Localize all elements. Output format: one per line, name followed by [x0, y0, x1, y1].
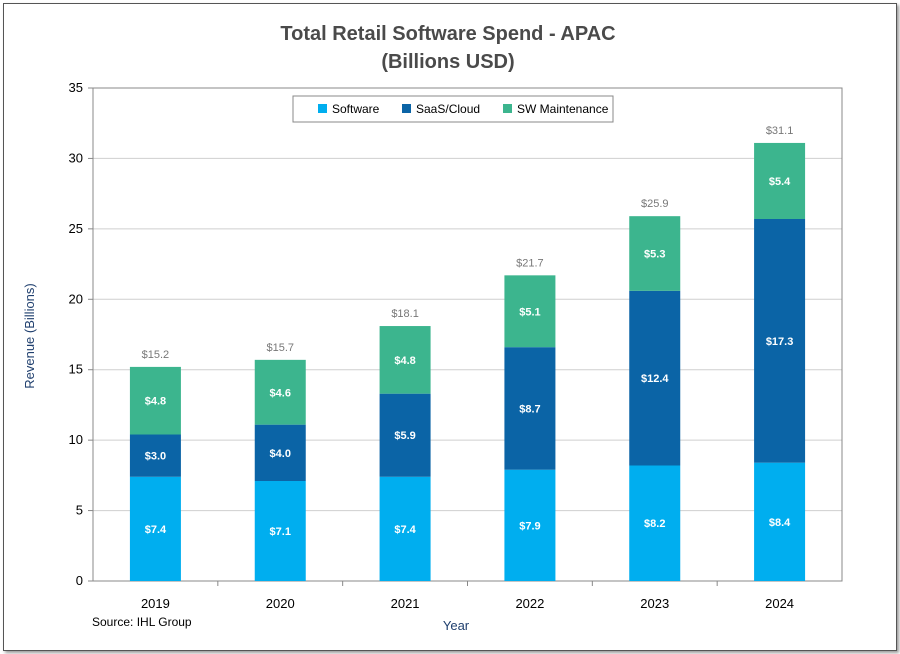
- bar-segment: [254, 359, 306, 425]
- y-tick-label: 20: [69, 291, 83, 306]
- bar-segment: [504, 275, 556, 348]
- bar-segment: [629, 290, 681, 466]
- bar-total-label: $21.7: [516, 257, 544, 269]
- bar-segment: [754, 462, 806, 581]
- bar-segment: [254, 480, 306, 581]
- x-tick-label: 2019: [141, 596, 170, 611]
- bars: $7.4 $3.0 $4.8 $15.2 $7.1 $4.0 $4.6 $15.7 $7.4 $5…: [129, 125, 806, 581]
- gridlines: [93, 87, 842, 582]
- y-axis: 0 5 10 15 20 25 30 35: [69, 80, 93, 588]
- legend-swatch: [402, 104, 411, 113]
- x-tick-label: 2021: [391, 596, 420, 611]
- y-tick-label: 35: [69, 80, 83, 95]
- bar-segment: [754, 142, 806, 219]
- segment-value-label: $8.7: [519, 403, 540, 415]
- segment-value-label: $5.9: [394, 430, 415, 442]
- bar-segment: [379, 326, 431, 394]
- legend-entry: SaaS/Cloud: [416, 102, 480, 116]
- segment-value-label: $8.2: [644, 518, 665, 530]
- bar-total-label: $25.9: [641, 198, 669, 210]
- segment-value-label: $4.8: [145, 396, 166, 408]
- bar-total-label: $15.2: [142, 349, 170, 361]
- bar-segment: [129, 366, 181, 435]
- bar-segment: [629, 465, 681, 581]
- bar-total-label: $18.1: [391, 308, 419, 320]
- x-axis: 2019 2020 2021 2022 2023 2024: [141, 581, 794, 611]
- legend-swatch: [318, 104, 327, 113]
- bar-segment: [754, 218, 806, 463]
- x-tick-label: 2024: [765, 596, 794, 611]
- segment-value-label: $7.1: [270, 526, 291, 538]
- segment-value-label: $8.4: [769, 517, 791, 529]
- y-axis-label: Revenue (Billions): [22, 283, 37, 389]
- x-axis-label: Year: [443, 618, 470, 633]
- legend: Software SaaS/Cloud SW Maintenance: [292, 95, 614, 123]
- segment-value-label: $4.0: [270, 448, 291, 460]
- segment-value-label: $5.1: [519, 306, 540, 318]
- chart-title: Total Retail Software Spend - APAC: [280, 23, 615, 45]
- chart-subtitle: (Billions USD): [381, 51, 514, 73]
- bar-segment: [254, 424, 306, 481]
- segment-value-label: $3.0: [145, 451, 166, 463]
- legend-entry: SW Maintenance: [517, 102, 609, 116]
- legend-entry: Software: [332, 102, 380, 116]
- x-tick-label: 2023: [640, 596, 669, 611]
- segment-value-label: $12.4: [641, 373, 669, 385]
- y-tick-label: 10: [69, 432, 83, 447]
- segment-value-label: $7.4: [394, 524, 416, 536]
- y-tick-label: 30: [69, 150, 83, 165]
- segment-value-label: $7.4: [145, 524, 167, 536]
- segment-value-label: $7.9: [519, 520, 540, 532]
- x-tick-label: 2020: [266, 596, 295, 611]
- y-tick-label: 15: [69, 362, 83, 377]
- legend-box: [292, 95, 614, 123]
- segment-value-label: $4.8: [394, 355, 415, 367]
- bar-total-label: $15.7: [266, 342, 294, 354]
- y-tick-label: 0: [76, 573, 83, 588]
- plot-area: [92, 87, 843, 582]
- segment-value-label: $17.3: [766, 336, 794, 348]
- bar-segment: [379, 393, 431, 477]
- segment-value-label: $5.4: [769, 176, 791, 188]
- legend-swatch: [503, 104, 512, 113]
- x-tick-label: 2022: [515, 596, 544, 611]
- bar-segment: [504, 469, 556, 581]
- y-tick-label: 5: [76, 503, 83, 518]
- bar-segment: [129, 434, 181, 477]
- bar-total-label: $31.1: [766, 125, 794, 137]
- bar-segment: [129, 476, 181, 581]
- bar-segment: [504, 347, 556, 470]
- segment-value-label: $5.3: [644, 249, 665, 261]
- source-note: Source: IHL Group: [92, 615, 192, 629]
- segment-value-label: $4.6: [270, 387, 291, 399]
- bar-segment: [379, 476, 431, 581]
- y-tick-label: 25: [69, 221, 83, 236]
- bar-segment: [629, 216, 681, 291]
